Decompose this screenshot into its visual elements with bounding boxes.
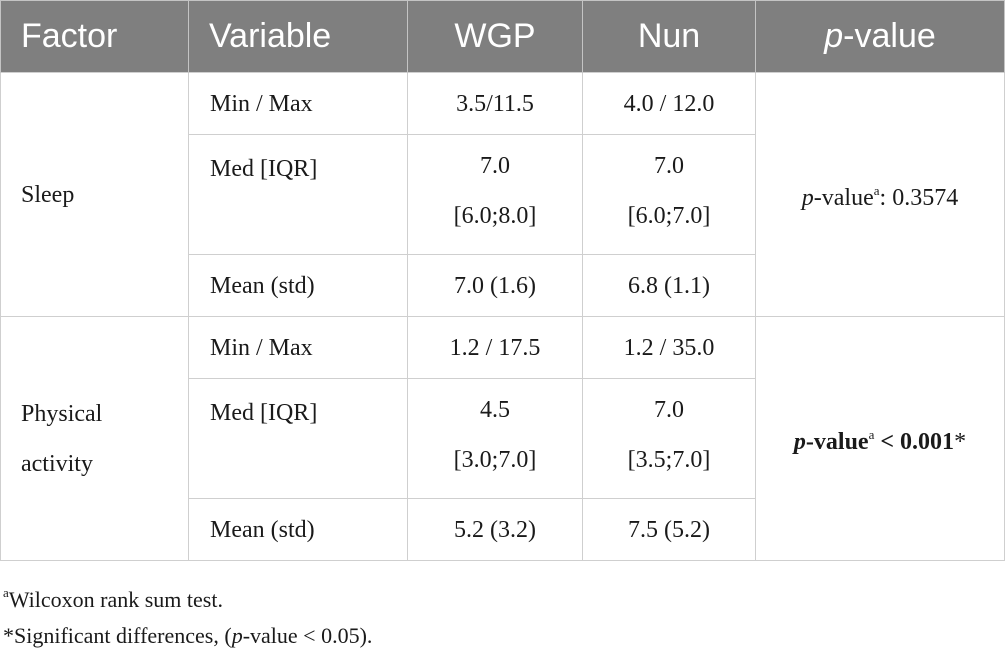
wgp-cell: 4.5 [3.0;7.0] [407, 378, 583, 499]
variable-cell: Mean (std) [188, 498, 408, 561]
nun-cell: 7.0 [6.0;7.0] [582, 134, 756, 255]
header-nun: Nun [582, 0, 756, 73]
header-row: Factor Variable WGP Nun p-value [0, 0, 1005, 73]
header-pvalue: p-value [755, 0, 1005, 73]
factor-cell-physical-activity: Physical activity [0, 316, 189, 561]
nun-cell: 7.5 (5.2) [582, 498, 756, 561]
table-row: Med [IQR] 7.0 [6.0;8.0] 7.0 [6.0;7.0] [1, 134, 1005, 255]
footnote-star-pre: *Significant differences, ( [3, 623, 232, 648]
nun-cell: 4.0 / 12.0 [582, 72, 756, 135]
wgp-iqr: [6.0;8.0] [453, 203, 537, 229]
variable-cell: Mean (std) [188, 254, 408, 317]
wgp-cell: 1.2 / 17.5 [407, 316, 583, 379]
pvalue-label: -value [805, 429, 869, 455]
wgp-cell: 7.0 [6.0;8.0] [407, 134, 583, 255]
nun-median: 7.0 [654, 397, 684, 423]
variable-cell: Med [IQR] [188, 134, 408, 255]
factor-label-line1: Physical [21, 400, 103, 427]
table-row: Mean (std) 7.0 (1.6) 6.8 (1.1) [1, 254, 1005, 317]
wgp-median: 7.0 [480, 153, 510, 179]
pvalue-cell-physical-activity: p-valuea < 0.001* [755, 316, 1005, 561]
wgp-iqr: [3.0;7.0] [453, 447, 537, 473]
footnote-a-marker: a [3, 585, 9, 600]
nun-median: 7.0 [654, 153, 684, 179]
pvalue-star: * [954, 429, 967, 455]
pvalue-sup: a [873, 183, 880, 198]
pvalue-value: : 0.3574 [879, 185, 959, 211]
header-wgp: WGP [407, 0, 583, 73]
factor-label: Sleep [21, 181, 75, 208]
footnote-a: aWilcoxon rank sum test. [3, 575, 1005, 618]
factor-label-line2: activity [21, 450, 93, 477]
footnote-a-text: Wilcoxon rank sum test. [8, 587, 223, 612]
footnote-significance: *Significant differences, (p-value < 0.0… [3, 618, 1005, 654]
variable-cell: Med [IQR] [188, 378, 408, 499]
variable-cell: Min / Max [188, 316, 408, 379]
header-variable: Variable [188, 0, 408, 73]
pvalue-p: p [793, 429, 806, 455]
nun-cell: 6.8 (1.1) [582, 254, 756, 317]
pvalue-label: -value [813, 185, 874, 211]
table-row: Mean (std) 5.2 (3.2) 7.5 (5.2) [1, 498, 1005, 561]
table-row: Physical activity Min / Max 1.2 / 17.5 1.… [0, 316, 1005, 561]
footnote-star-p: p [231, 623, 243, 648]
pvalue-p: p [801, 185, 814, 211]
wgp-cell: 7.0 (1.6) [407, 254, 583, 317]
nun-cell: 1.2 / 35.0 [582, 316, 756, 379]
table-row: Med [IQR] 4.5 [3.0;7.0] 7.0 [3.5;7.0] [1, 378, 1005, 499]
nun-cell: 7.0 [3.5;7.0] [582, 378, 756, 499]
nun-iqr: [6.0;7.0] [627, 203, 711, 229]
footnote-star-post: -value < 0.05). [242, 623, 373, 648]
wgp-cell: 3.5/11.5 [407, 72, 583, 135]
header-factor: Factor [0, 0, 189, 73]
header-pvalue-rest: -value [843, 17, 936, 55]
table-footnotes: aWilcoxon rank sum test. *Significant di… [0, 575, 1005, 654]
pvalue-value: < 0.001 [874, 429, 955, 455]
table-row: Sleep Min / Max 3.5/11.5 4.0 / 12.0 p-va… [0, 72, 1005, 317]
pvalue-cell-sleep: p-valuea: 0.3574 [755, 72, 1005, 317]
header-pvalue-p: p [824, 17, 844, 55]
nun-iqr: [3.5;7.0] [627, 447, 711, 473]
wgp-median: 4.5 [480, 397, 510, 423]
wgp-cell: 5.2 (3.2) [407, 498, 583, 561]
pvalue-sup: a [868, 427, 875, 442]
variable-cell: Min / Max [188, 72, 408, 135]
results-table: Factor Variable WGP Nun p-value Sleep Mi… [0, 0, 1005, 561]
factor-cell-sleep: Sleep [0, 72, 189, 317]
